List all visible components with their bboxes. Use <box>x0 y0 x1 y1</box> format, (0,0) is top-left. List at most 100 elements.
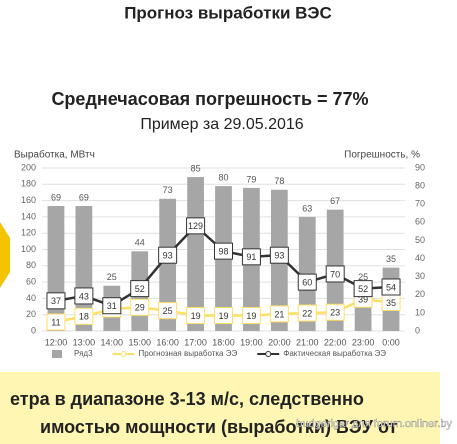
point-label: 29 <box>135 303 145 313</box>
point-label-box <box>158 246 178 264</box>
x-tick-label: 14:00 <box>101 337 124 347</box>
x-tick-label: 0:00 <box>382 337 400 347</box>
legend-label: Ряд3 <box>74 349 93 358</box>
legend-marker <box>265 351 272 357</box>
x-tick-label: 22:00 <box>324 337 347 347</box>
y2-tick-label: 0 <box>415 325 420 335</box>
point-label-box <box>186 307 206 325</box>
point-label-box <box>186 217 206 235</box>
point-label: 37 <box>51 296 61 306</box>
x-tick-label: 20:00 <box>268 337 291 347</box>
y2-tick-label: 90 <box>415 162 425 172</box>
bar-label: 78 <box>274 176 284 186</box>
bar-label: 69 <box>79 192 89 202</box>
bar <box>187 177 204 331</box>
point-label: 52 <box>135 284 145 294</box>
point-label: 21 <box>274 309 284 319</box>
decor <box>0 222 10 288</box>
y2-tick-label: 80 <box>415 180 425 190</box>
footer-box <box>0 372 440 444</box>
point-label: 54 <box>386 282 396 292</box>
y2-tick-label: 70 <box>415 199 425 209</box>
point-label: 93 <box>163 251 173 261</box>
y2-axis-title: Погрешность, % <box>344 150 420 161</box>
point-label: 70 <box>330 269 340 279</box>
point-label-box <box>130 298 150 316</box>
bar <box>47 206 65 331</box>
bar-label: 25 <box>107 272 117 282</box>
bar-label: 44 <box>135 238 145 248</box>
chart: 0 20 40 60 80 100 120 140 160 180 200 0 10 20 30 40 50 60… <box>21 162 425 358</box>
point-label: 43 <box>79 291 89 301</box>
point-label: 31 <box>107 301 117 311</box>
bar-label: 80 <box>218 172 228 182</box>
x-tick-label: 19:00 <box>240 337 263 347</box>
footer-line: имостью мощности (выработки) ВЭУ от <box>40 417 397 437</box>
x-tick-label: 23:00 <box>352 337 375 347</box>
x-tick-label: 13:00 <box>73 337 96 347</box>
x-tick-label: 15:00 <box>128 337 151 347</box>
point-label: 18 <box>79 312 89 322</box>
point-label-box <box>269 305 289 323</box>
point-label: 22 <box>302 308 312 318</box>
point-label-box <box>381 278 401 296</box>
y-tick-label: 20 <box>26 309 36 319</box>
point-label-box <box>241 307 261 325</box>
point-label-box <box>214 307 233 325</box>
y-tick-label: 180 <box>21 179 36 189</box>
point-label: 19 <box>191 311 201 321</box>
y-tick-label: 0 <box>31 325 36 335</box>
point-label: 39 <box>358 295 368 305</box>
point-label-box <box>130 280 150 298</box>
y2-tick-label: 30 <box>415 271 425 281</box>
point-label: 98 <box>218 247 228 257</box>
y-tick-label: 140 <box>21 211 36 221</box>
point-label-box <box>74 307 94 325</box>
point-label: 11 <box>51 317 60 327</box>
point-label: 129 <box>188 221 203 231</box>
x-tick-label: 17:00 <box>184 337 207 347</box>
watermark: budgerigar для forum.onliner.by <box>296 418 452 430</box>
y-tick-label: 120 <box>21 228 36 238</box>
y-tick-label: 160 <box>21 195 36 205</box>
bar-label: 79 <box>246 174 256 184</box>
point-label-box <box>297 273 317 291</box>
bar-label: 73 <box>163 185 173 195</box>
point-label: 60 <box>302 277 312 287</box>
footer-line: етра в диапазоне 3-13 м/с, следственно <box>10 389 364 409</box>
subtitle: Пример за 29.05.2016 <box>140 116 303 133</box>
point-label: 19 <box>218 311 228 321</box>
y-axis-title: Выработка, МВтч <box>14 149 95 161</box>
y2-tick-label: 60 <box>415 217 425 227</box>
y2-tick-label: 20 <box>415 289 425 299</box>
point-label-box <box>214 242 233 260</box>
point-label-box <box>269 246 289 264</box>
bar-label: 67 <box>330 196 340 206</box>
point-label: 91 <box>246 252 256 262</box>
point-label-box <box>158 302 178 320</box>
point-label-box <box>325 303 345 321</box>
legend-swatch <box>52 350 62 358</box>
point-label-box <box>297 304 317 322</box>
bar-label: 63 <box>302 203 312 213</box>
bar-label: 85 <box>191 163 201 173</box>
bar-label: 35 <box>386 254 396 264</box>
y-tick-label: 40 <box>26 293 36 303</box>
headline: Среднечасовая погрешность = 77% <box>51 89 368 109</box>
point-label-box <box>353 280 373 298</box>
bar <box>159 198 177 331</box>
point-label-box <box>241 248 261 266</box>
legend-label: Фактическая выработка ЭЭ <box>283 349 386 358</box>
point-label-box <box>102 297 122 315</box>
legend-label: Прогнозная выработка ЭЭ <box>139 349 238 358</box>
point-label: 35 <box>386 298 396 308</box>
point-label: 23 <box>330 308 340 318</box>
slide-title: Прогноз выработки ВЭС <box>124 3 332 22</box>
point-label: 52 <box>358 284 368 294</box>
point-label: 19 <box>246 311 256 321</box>
y-tick-label: 80 <box>26 260 36 270</box>
y2-tick-label: 40 <box>415 253 425 263</box>
legend-marker <box>120 351 127 357</box>
point-label-box <box>325 265 345 283</box>
